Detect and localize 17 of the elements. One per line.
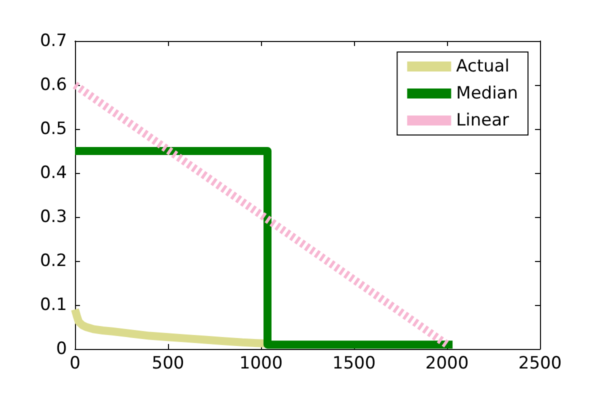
- x-tick-label: 0: [70, 354, 80, 374]
- legend-label: Median: [456, 84, 518, 104]
- y-tick-label: 0.6: [40, 75, 67, 95]
- y-tick-label: 0.3: [40, 207, 67, 227]
- y-tick-label: 0.7: [40, 31, 67, 51]
- x-tick-label: 1500: [332, 354, 376, 374]
- x-tick-label: 1000: [239, 354, 283, 374]
- x-tick-label: 2000: [425, 354, 469, 374]
- legend-label: Linear: [456, 110, 510, 130]
- x-tick-label: 2500: [518, 354, 562, 374]
- y-tick-label: 0.2: [40, 251, 67, 271]
- y-tick-label: 0.1: [40, 295, 67, 315]
- y-tick-label: 0.4: [40, 163, 67, 183]
- legend-label: Actual: [456, 56, 510, 76]
- y-tick-label: 0.5: [40, 119, 67, 139]
- y-tick-label: 0: [56, 339, 67, 359]
- x-tick-label: 500: [152, 354, 184, 374]
